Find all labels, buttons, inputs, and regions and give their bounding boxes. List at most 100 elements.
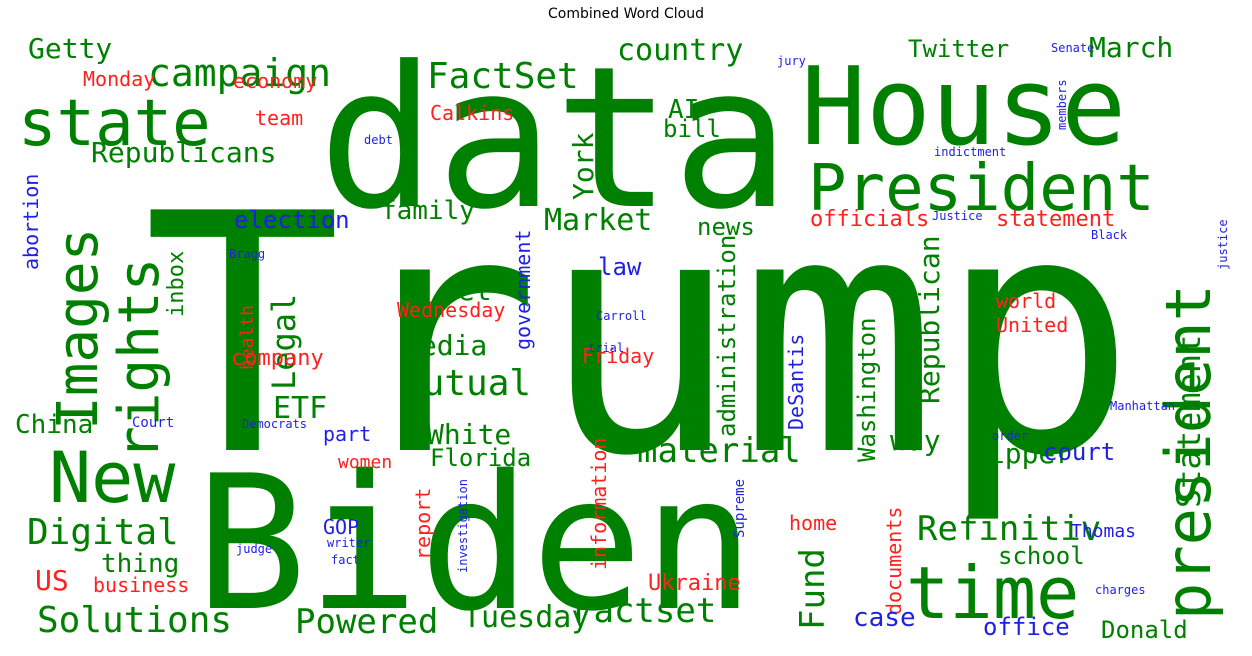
word-etf: ETF	[273, 391, 327, 426]
word-women: women	[338, 452, 392, 473]
word-white: White	[427, 418, 511, 451]
word-members: members	[1055, 79, 1069, 130]
word-justice: Justice	[932, 209, 983, 223]
word-factset: FactSet	[427, 56, 579, 97]
word-monday: Monday	[83, 67, 155, 91]
word-get: Get	[441, 274, 492, 307]
word-legal: Legal	[265, 294, 303, 390]
word-officials: officials	[810, 207, 929, 232]
word-digital: Digital	[27, 512, 179, 553]
word-bragg: Bragg	[229, 247, 265, 261]
word-images: Images	[46, 228, 111, 430]
word-home: home	[789, 511, 837, 535]
word-republican: Republican	[913, 235, 946, 404]
word-company: company	[231, 346, 324, 371]
word-charges: charges	[1095, 583, 1146, 597]
word-cloud-area: Trump data Biden House President state time New…	[13, 30, 1239, 646]
word-solutions: Solutions	[37, 600, 232, 641]
word-jury: jury	[777, 54, 806, 68]
chart-title: Combined Word Cloud	[547, 6, 704, 22]
word-statement: statement	[996, 207, 1115, 232]
word-media: media	[403, 329, 487, 362]
word-election: election	[234, 206, 350, 234]
word-democrats: Democrats	[242, 417, 307, 431]
word-powered: Powered	[295, 602, 438, 642]
word-fact: fact	[331, 553, 360, 567]
word-case: case	[853, 603, 916, 633]
word-time: time	[906, 551, 1079, 635]
word-government: government	[511, 230, 535, 350]
word-mutual: Mutual	[401, 363, 531, 404]
word-manhattan: Manhattan	[1110, 399, 1175, 413]
word-writer: writer	[327, 536, 370, 550]
word-market: Market	[544, 203, 652, 238]
word-wednesday: Wednesday	[397, 298, 505, 322]
word-court: court	[1043, 438, 1115, 466]
word-judge: judge	[236, 542, 272, 556]
word-administration: administration	[713, 235, 741, 437]
word-new: New	[49, 437, 176, 519]
word-calkins: Calkins	[430, 101, 514, 125]
word-order: order	[992, 429, 1028, 443]
word-fund: Fund	[793, 548, 833, 630]
word-world: world	[996, 289, 1056, 313]
word-refinitiv: Refinitiv	[917, 509, 1101, 549]
word-report: report	[411, 488, 435, 560]
word-abortion: abortion	[19, 174, 43, 270]
word-information: information	[587, 438, 611, 570]
word-bill: bill	[663, 115, 721, 143]
word-campaign: campaign	[148, 51, 331, 95]
word-donald: Donald	[1101, 616, 1188, 644]
word-republicans: Republicans	[91, 136, 276, 169]
word-news: news	[697, 213, 755, 241]
word-york: York	[567, 132, 600, 200]
word-desantis: DeSantis	[784, 334, 808, 430]
word-gop: GOP	[323, 515, 359, 539]
word-ukraine: Ukraine	[648, 571, 741, 596]
word-senate: Senate	[1051, 41, 1094, 55]
word-ai: AI	[668, 95, 699, 125]
word-lipper: Lipper	[971, 437, 1072, 470]
word-part: part	[323, 422, 371, 446]
word-indictment: indictment	[934, 145, 1006, 159]
word-carroll: Carroll	[596, 309, 647, 323]
word-school: school	[998, 542, 1085, 570]
word-material: material	[637, 431, 801, 471]
word-tuesday: Tuesday	[463, 600, 589, 635]
word-china: China	[15, 410, 93, 440]
word-rights: rights	[107, 258, 172, 460]
word-statement: Statement	[1170, 335, 1208, 508]
word-business: business	[93, 573, 189, 597]
word-march: March	[1089, 31, 1173, 64]
word-florida: Florida	[430, 444, 531, 472]
word-documents: documents	[882, 507, 906, 615]
word-united: United	[996, 313, 1068, 337]
word-data: data	[318, 30, 790, 253]
word-trump: Trump	[143, 144, 1136, 528]
word-country: country	[617, 33, 743, 68]
word-health: health	[237, 305, 258, 370]
word-us: US	[35, 564, 69, 597]
word-economy: economy	[233, 69, 317, 93]
word-debt: debt	[364, 133, 393, 147]
word-president: president	[1152, 284, 1225, 620]
word-thing: thing	[101, 549, 179, 579]
word-investigation: investigation	[456, 479, 470, 573]
word-family: family	[381, 196, 475, 226]
word-law: law	[598, 253, 642, 281]
word-factset: Factset	[573, 591, 716, 631]
word-office: office	[983, 613, 1070, 641]
word-black: Black	[1091, 228, 1128, 242]
word-twitter: Twitter	[908, 35, 1009, 63]
word-biden: Biden	[195, 435, 755, 646]
word-team: team	[255, 106, 303, 130]
word-court: Court	[132, 415, 174, 431]
word-president: President	[808, 152, 1155, 226]
word-thomas: Thomas	[1071, 521, 1136, 542]
word-friday: Friday	[582, 344, 654, 368]
word-way: way	[890, 424, 941, 457]
word-justice: justice	[1216, 219, 1230, 270]
word-house: House	[801, 45, 1126, 170]
word-supreme: Supreme	[732, 479, 748, 538]
word-washington: Washington	[853, 318, 881, 463]
